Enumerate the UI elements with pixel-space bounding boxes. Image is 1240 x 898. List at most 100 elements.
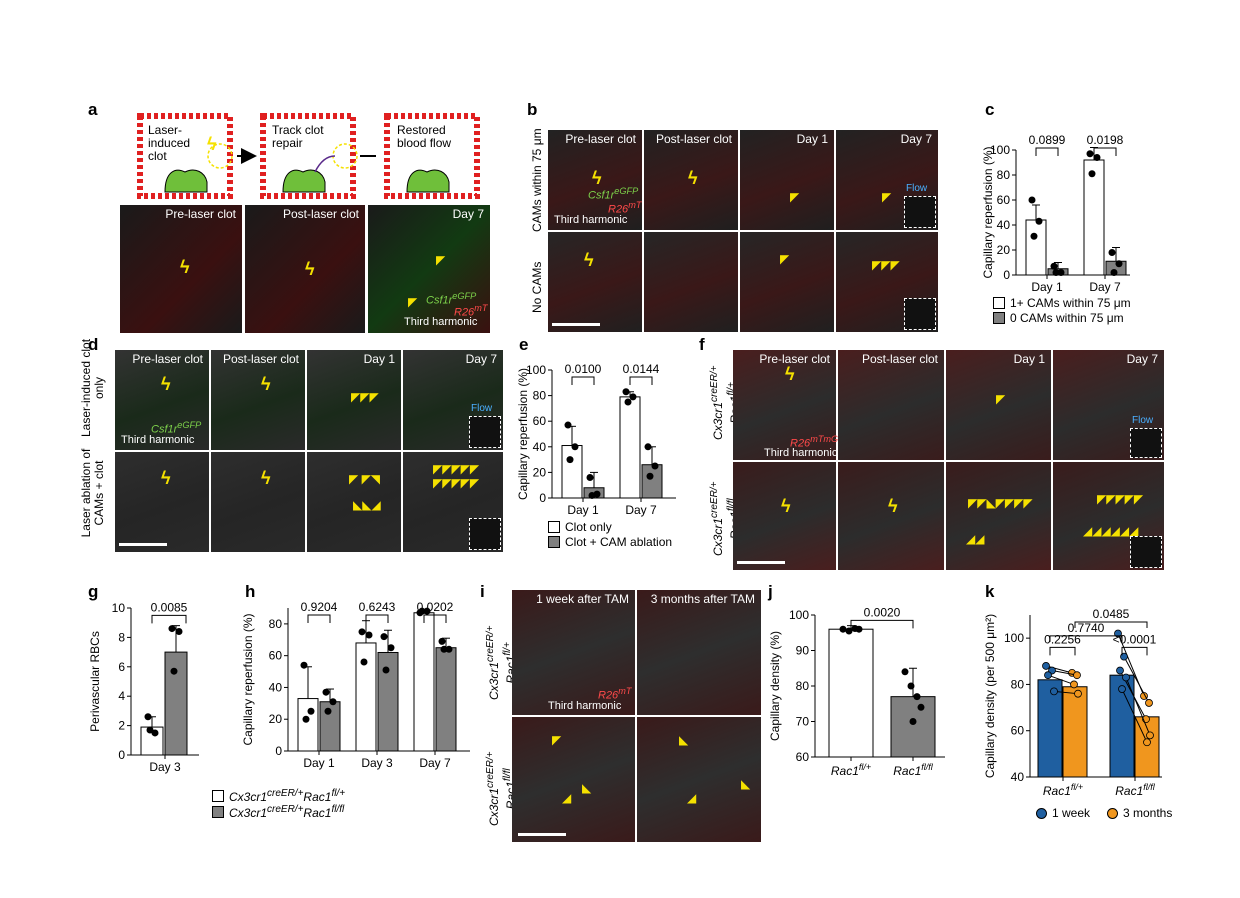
y-tick-label: 20 (997, 243, 1011, 257)
panel-b-r2-c4: ◤◤◤ (836, 232, 938, 332)
y-tick-label: 20 (269, 712, 283, 726)
image-caption: Day 1 (1013, 352, 1045, 366)
y-tick-label: 0 (539, 491, 546, 505)
panel-b-r1-c1: Pre-laser clot ϟ Csf1reGFP R26mT Third h… (548, 130, 642, 230)
data-point (1052, 269, 1060, 276)
data-point (1110, 269, 1118, 276)
paired-line (1053, 690, 1079, 695)
chart-k: 40 60 80 100 Capillary density (per 500 μm²)… (983, 607, 1162, 798)
flow-inset: Flow (1130, 415, 1162, 458)
arrowhead-icon: ◢◢ (966, 532, 985, 546)
panel-d-r1-c1: Pre-laser clot ϟ Csf1reGFP Third harmoni… (115, 350, 209, 450)
x-tick-label: Rac1fl/+ (1043, 782, 1083, 798)
lightning-icon: ϟ (161, 374, 171, 394)
legend-c-2: 0 CAMs within 75 μm (993, 311, 1124, 325)
lightning-icon: ϟ (592, 168, 602, 188)
panel-d-r2-c2: ϟ (211, 452, 305, 552)
y-axis-label: Perivascular RBCs (88, 631, 102, 732)
y-tick-label: 20 (533, 465, 547, 479)
x-tick-label: Day 3 (149, 760, 181, 774)
data-point (1143, 738, 1151, 747)
data-point (146, 726, 154, 734)
arrowhead-icon: ◤ (996, 392, 1006, 406)
data-point (1115, 260, 1123, 268)
channel-label-red: R26mTmG (790, 434, 839, 450)
data-point (307, 707, 315, 715)
y-tick-label: 100 (789, 608, 809, 622)
p-value-label: 0.9204 (301, 600, 338, 614)
arrowhead-icon: ◣◣◢ (353, 498, 381, 512)
paired-line (1121, 688, 1148, 743)
p-value-label: 0.0485 (1093, 607, 1130, 621)
data-point (438, 637, 446, 645)
chart-j: 60 70 80 90 100 Capillary density (%) Rac1fl/+… (768, 605, 945, 778)
paired-line (1051, 670, 1078, 676)
y-tick-label: 0 (275, 744, 282, 758)
panel-f-r1-c1: Pre-laser clot ϟ (733, 350, 836, 460)
image-caption: Day 1 (363, 352, 395, 366)
panel-letter-g: g (88, 582, 99, 601)
bar (164, 651, 188, 756)
panel-letter-e: e (519, 335, 529, 354)
data-point (586, 474, 594, 482)
y-tick-label: 80 (1011, 677, 1025, 691)
legend-k-1: 1 week (1036, 806, 1090, 820)
data-point (1035, 217, 1043, 225)
lightning-icon: ϟ (161, 468, 171, 488)
significance-bracket (365, 614, 389, 623)
data-point (168, 625, 176, 633)
data-point (1028, 196, 1036, 204)
significance-bracket (1121, 646, 1148, 656)
panel-a-image-3: Day 7 Csf1reGFP R26mT Third harmonic ◤ ◤ (368, 205, 490, 333)
image-caption: Day 1 (796, 132, 828, 146)
y-tick-label: 60 (269, 649, 283, 663)
data-point (440, 645, 448, 653)
y-tick-label: 40 (1011, 770, 1025, 784)
bar (1037, 679, 1063, 778)
data-point (423, 607, 431, 615)
y-tick-label: 40 (269, 680, 283, 694)
y-tick-label: 6 (118, 660, 125, 674)
y-tick-label: 4 (118, 689, 125, 703)
panel-b-r1-c4: Day 7 ◤ Flow (836, 130, 938, 230)
panel-b-row-label-2: No CAMs (530, 261, 544, 313)
schematic-box-3 (384, 113, 480, 199)
legend-swatch (212, 806, 224, 818)
data-point (382, 666, 390, 674)
p-value-label: 0.0198 (1087, 133, 1124, 147)
significance-bracket (1049, 635, 1123, 642)
p-value-label: <0.0001 (1113, 632, 1157, 646)
y-axis-label: Capillary reperfusion (%) (981, 146, 995, 278)
panel-b-r2-c1: ϟ (548, 232, 642, 332)
panel-letter-c: c (985, 100, 995, 119)
significance-bracket (571, 376, 595, 385)
y-tick-label: 60 (533, 414, 547, 428)
panel-f-r1-c3: Day 1 ◤ (946, 350, 1051, 460)
schematic-box-2 (260, 113, 358, 199)
data-point (901, 668, 909, 676)
significance-bracket (1049, 646, 1076, 656)
panel-i-r1-c2: 3 months after TAM (637, 590, 761, 715)
panel-letter-i: i (480, 582, 485, 601)
data-point (324, 707, 332, 715)
significance-bracket (850, 619, 914, 629)
image-caption: Day 7 (900, 132, 932, 146)
bar (435, 647, 457, 752)
data-point (170, 667, 178, 675)
significance-bracket (151, 614, 187, 624)
data-point (839, 625, 847, 633)
panel-f-r2-c2: ϟ (838, 462, 944, 570)
data-point (1086, 150, 1094, 158)
data-point (1108, 249, 1116, 256)
arrowhead-icon: ◤◤◤◤◤ (433, 476, 480, 490)
bar (1134, 716, 1160, 778)
data-point (1070, 680, 1078, 689)
lightning-icon: ϟ (207, 134, 217, 154)
channel-label-white: Third harmonic (764, 447, 838, 459)
image-caption: Post-laser clot (282, 207, 359, 221)
bar (828, 628, 874, 758)
image-caption: Pre-laser clot (132, 352, 203, 366)
data-point (588, 491, 596, 499)
data-point (144, 713, 152, 721)
lightning-icon: ϟ (261, 374, 271, 394)
